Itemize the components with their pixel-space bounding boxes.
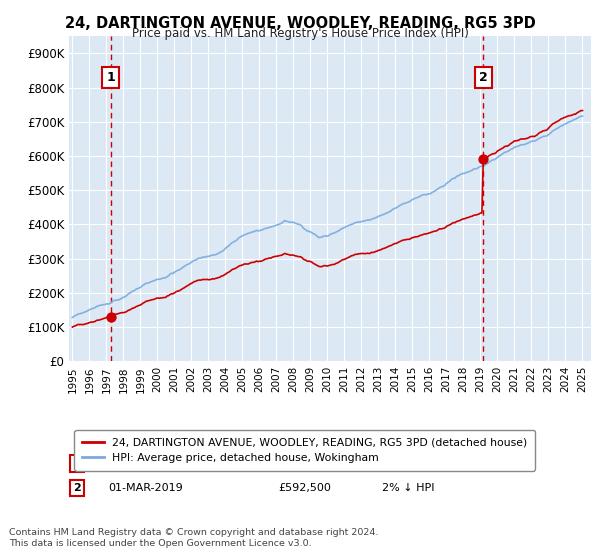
Text: £592,500: £592,500 [278, 483, 331, 493]
Text: 02-APR-1997: 02-APR-1997 [108, 459, 180, 469]
Text: 24, DARTINGTON AVENUE, WOODLEY, READING, RG5 3PD: 24, DARTINGTON AVENUE, WOODLEY, READING,… [65, 16, 535, 31]
Point [106, 312, 115, 321]
Point [479, 154, 488, 163]
Text: 13% ↓ HPI: 13% ↓ HPI [382, 459, 442, 469]
Text: 2: 2 [73, 483, 81, 493]
Text: Contains HM Land Registry data © Crown copyright and database right 2024.
This d: Contains HM Land Registry data © Crown c… [9, 528, 379, 548]
Text: 1: 1 [73, 459, 81, 469]
Text: 1: 1 [106, 71, 115, 84]
Text: 01-MAR-2019: 01-MAR-2019 [108, 483, 183, 493]
Legend: 24, DARTINGTON AVENUE, WOODLEY, READING, RG5 3PD (detached house), HPI: Average : 24, DARTINGTON AVENUE, WOODLEY, READING,… [74, 430, 535, 470]
Text: 2% ↓ HPI: 2% ↓ HPI [382, 483, 434, 493]
Text: 2: 2 [479, 71, 488, 84]
Text: Price paid vs. HM Land Registry's House Price Index (HPI): Price paid vs. HM Land Registry's House … [131, 27, 469, 40]
Text: £130,000: £130,000 [278, 459, 331, 469]
